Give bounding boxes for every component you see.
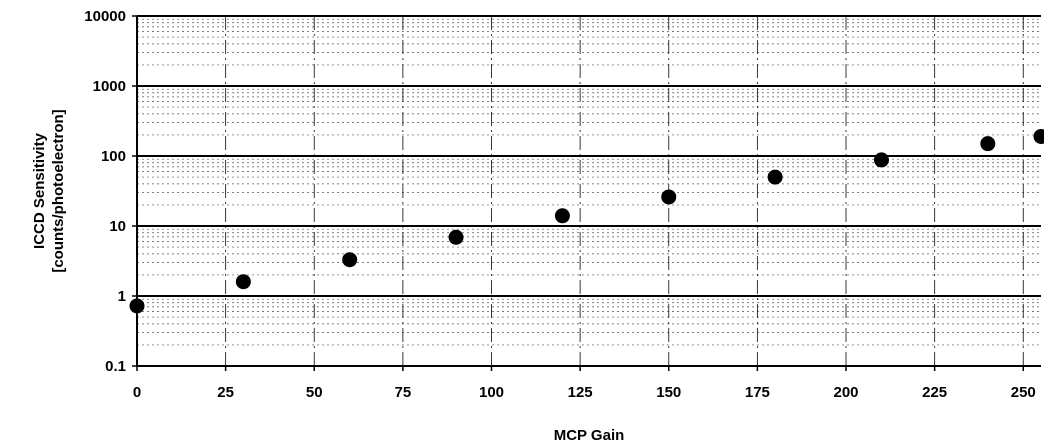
x-tick-label: 75 <box>395 384 412 401</box>
data-point <box>342 252 358 268</box>
y-tick-label: 1 <box>118 288 126 305</box>
y-tick-label: 10 <box>109 218 126 235</box>
y-axis-title-line-1: ICCD Sensitivity <box>31 132 48 249</box>
x-axis-title: MCP Gain <box>554 427 625 444</box>
data-point <box>1033 128 1044 144</box>
x-tick-label: 125 <box>568 384 593 401</box>
data-point <box>554 208 570 224</box>
x-tick-label: 175 <box>745 384 770 401</box>
axes <box>132 15 1041 371</box>
x-tick-label: 100 <box>479 384 504 401</box>
y-axis-title-line-2: [counts/photoelectron] <box>50 109 67 272</box>
y-tick-label: 1000 <box>93 78 126 95</box>
x-tick-label: 225 <box>922 384 947 401</box>
data-point <box>980 136 996 152</box>
data-point <box>129 298 145 314</box>
tick-labels: 0 25 50 75 100 125 150 175 200 225 250 0.1 1 10 100 100… <box>84 8 1036 401</box>
y-tick-label: 100 <box>101 148 126 165</box>
x-tick-label: 0 <box>133 384 141 401</box>
data-point <box>767 169 783 185</box>
y-tick-label: 0.1 <box>105 358 126 375</box>
x-tick-label: 150 <box>656 384 681 401</box>
data-point <box>235 274 251 290</box>
grid <box>137 15 1041 367</box>
x-tick-label: 200 <box>834 384 859 401</box>
x-tick-label: 25 <box>217 384 234 401</box>
data-point <box>448 229 464 245</box>
y-tick-label: 10000 <box>84 8 126 25</box>
x-tick-label: 250 <box>1011 384 1036 401</box>
data-points <box>129 128 1044 314</box>
data-point <box>873 152 889 168</box>
x-tick-label: 50 <box>306 384 323 401</box>
data-point <box>661 189 677 205</box>
